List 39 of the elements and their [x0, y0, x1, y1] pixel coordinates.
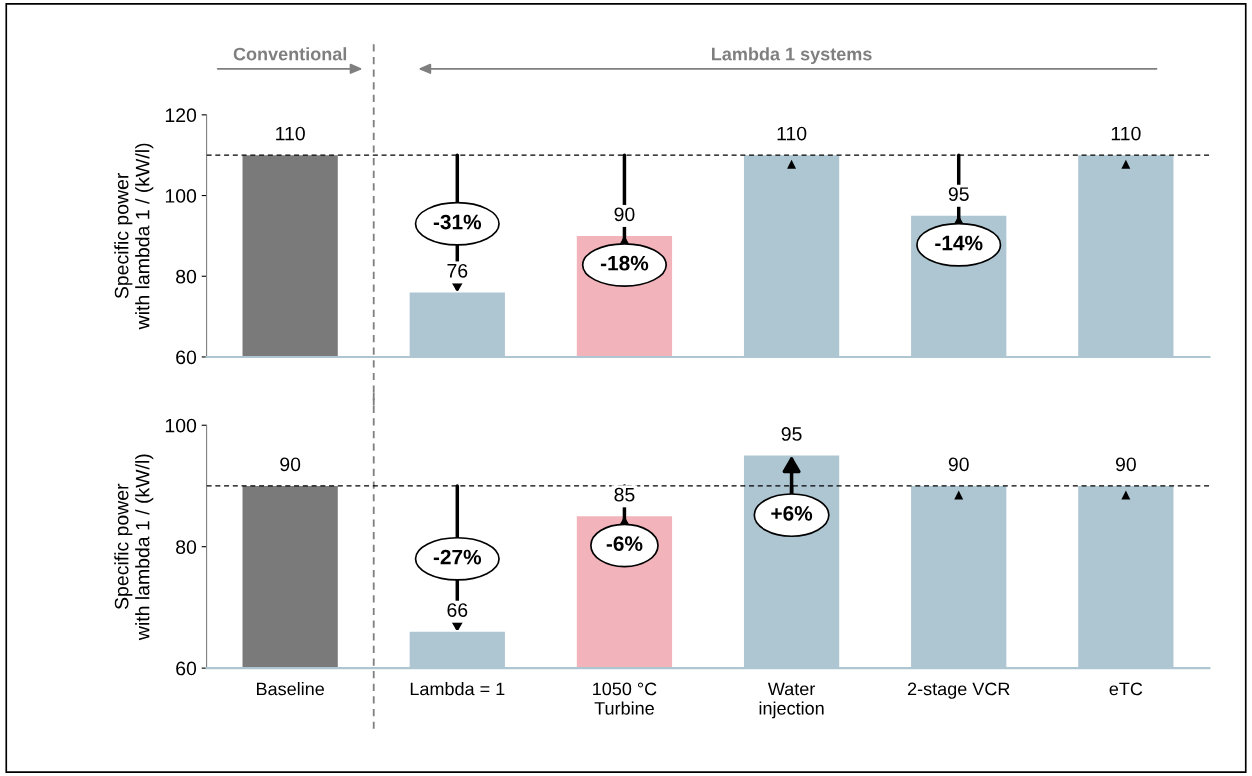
data-label: 110	[777, 126, 807, 141]
y-axis-title: Specific power with lambda 1 / (kW/l)	[114, 454, 154, 641]
annotation: -14%	[935, 235, 983, 251]
x-tick-label: Lambda = 1	[410, 682, 505, 696]
data-label: 76	[447, 263, 468, 278]
annotation: -27%	[433, 549, 482, 565]
data-label: 95	[781, 427, 802, 441]
x-tick-label: Baseline	[257, 682, 324, 696]
data-label: 90	[948, 457, 969, 472]
text: Lambda 1 systems	[712, 47, 872, 64]
annotation: -31%	[433, 214, 482, 230]
y-tick-label: 120	[165, 108, 197, 123]
annotation: +6%	[771, 505, 813, 521]
data-label: 110	[1111, 126, 1141, 141]
annotation: ▲	[787, 159, 797, 169]
y-tick-label: 60	[176, 661, 197, 676]
x-tick-label: 1050 °C Turbine	[593, 682, 657, 715]
data-label: 85	[614, 487, 635, 502]
y-tick-label: 60	[176, 350, 197, 365]
x-tick-label: 2-stage VCR	[907, 682, 1010, 699]
data-label: 66	[447, 603, 468, 617]
annotation: -18%	[600, 255, 649, 271]
y-tick-label: 80	[176, 540, 197, 554]
data-label: 90	[280, 457, 301, 472]
y-tick-label: 100	[165, 189, 197, 203]
y-tick-label: 80	[176, 269, 197, 284]
x-tick-label: Water injection	[759, 682, 824, 719]
x-tick-label: eTC	[1109, 682, 1143, 696]
data-label: 95	[948, 187, 969, 201]
annotation: ▲	[1121, 490, 1131, 500]
annotation: -6%	[606, 536, 643, 552]
data-label: 90	[1115, 457, 1136, 472]
annotation: ▲	[954, 490, 964, 500]
y-tick-label: 100	[165, 418, 197, 433]
data-label: 90	[614, 207, 635, 222]
text: Conventional	[233, 47, 347, 61]
annotation: ▲	[1121, 159, 1131, 169]
y-axis-title: Specific power with lambda 1 / (kW/l)	[114, 143, 154, 330]
data-label: 110	[276, 126, 305, 141]
